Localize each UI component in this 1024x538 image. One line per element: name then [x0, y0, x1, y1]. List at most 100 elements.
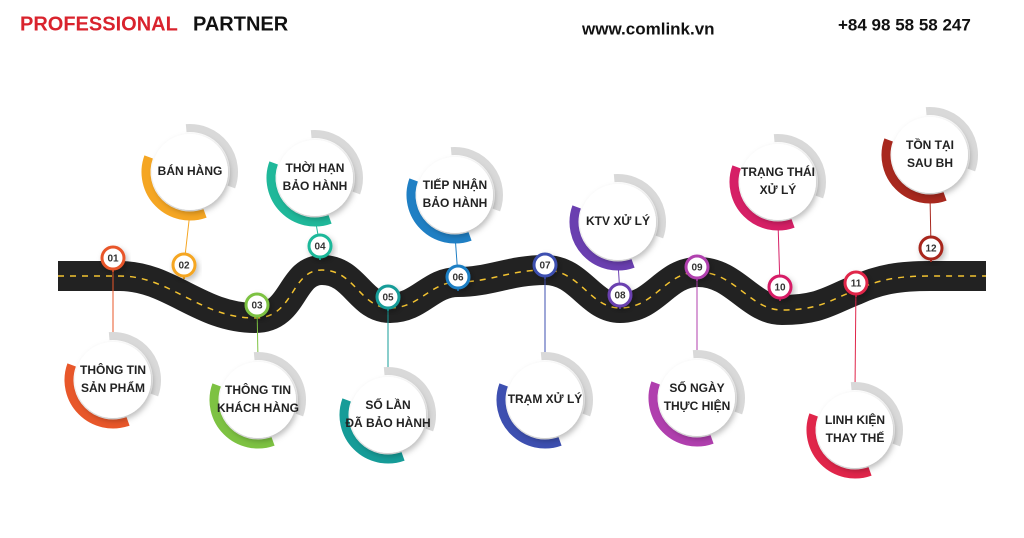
milestone: SỐ NGÀY THỰC HIỆN 09	[648, 254, 745, 447]
node-label: THÔNG TIN	[80, 362, 146, 377]
ring-grey	[108, 332, 161, 397]
milestone: KTV XỬ LÝ 08	[569, 174, 666, 309]
ring-grey	[850, 382, 903, 447]
ring-color	[141, 155, 207, 221]
pin-number: 05	[382, 293, 394, 304]
pin-number: 04	[314, 242, 326, 253]
ring-grey	[925, 107, 978, 172]
brand-red: PROFESSIONAL	[20, 13, 178, 35]
milestone: BÁN HÀNG 02	[141, 124, 238, 279]
node-label: SỐ NGÀY	[669, 380, 724, 395]
pin-number: 09	[691, 263, 703, 274]
node-circle	[507, 362, 583, 438]
pin-number: 06	[452, 273, 464, 284]
milestone: THỜI HẠN BẢO HÀNH 04	[266, 130, 363, 260]
node-label: BẢO HÀNH	[283, 178, 348, 193]
milestone: THÔNG TIN KHÁCH HÀNG 03	[209, 292, 306, 449]
pin-number: 10	[774, 283, 786, 294]
node-circle	[659, 360, 735, 436]
node-label: THỜI HẠN	[286, 160, 345, 175]
node-circle	[220, 362, 296, 438]
ring-color	[339, 398, 405, 464]
pin	[244, 292, 270, 318]
node-circle	[417, 157, 493, 233]
node-label: BẢO HÀNH	[423, 195, 488, 210]
milestone: THÔNG TIN SẢN PHẨM 01	[64, 245, 161, 429]
milestone: TRẠM XỬ LÝ 07	[496, 252, 593, 449]
pin-number: 07	[539, 261, 551, 272]
milestone: TỒN TẠI SAU BH 12	[881, 107, 978, 262]
node-label: TIẾP NHẬN	[423, 177, 487, 192]
milestone: TIẾP NHẬN BẢO HÀNH 06	[406, 147, 503, 291]
node-circle	[277, 140, 353, 216]
ring-grey	[613, 174, 666, 239]
pin	[767, 274, 793, 300]
node-label: SẢN PHẨM	[81, 380, 145, 395]
ring-grey	[450, 147, 503, 212]
website: www.comlink.vn	[581, 19, 715, 38]
node-label: THÔNG TIN	[225, 382, 291, 397]
pin	[684, 254, 710, 280]
pin	[918, 235, 944, 261]
node-label: TRẠM XỬ LÝ	[508, 391, 583, 406]
ring-color	[64, 363, 130, 429]
ring-color	[266, 161, 332, 227]
node-label: SAU BH	[907, 156, 953, 170]
node-circle	[817, 392, 893, 468]
node-label: KTV XỬ LÝ	[586, 213, 650, 228]
node-label: XỬ LÝ	[760, 182, 797, 197]
ring-color	[209, 383, 275, 449]
node-label: THAY THẾ	[826, 430, 885, 445]
connector	[854, 282, 857, 391]
road-line	[58, 269, 986, 319]
ring-color	[648, 381, 714, 447]
milestone: TRẠNG THÁI XỬ LÝ 10	[729, 134, 826, 301]
pin	[307, 233, 333, 259]
node-circle	[350, 377, 426, 453]
node-circle	[580, 184, 656, 260]
ring-grey	[253, 352, 306, 417]
pin	[375, 284, 401, 310]
node-label: LINH KIỆN	[825, 412, 885, 427]
node-circle	[892, 117, 968, 193]
ring-color	[806, 413, 872, 479]
ring-color	[569, 205, 635, 271]
ring-grey	[185, 124, 238, 189]
ring-color	[729, 165, 795, 231]
node-label: TRẠNG THÁI	[741, 164, 815, 179]
node-label: BÁN HÀNG	[158, 163, 223, 178]
node-label: TỒN TẠI	[906, 137, 954, 152]
pin-number: 12	[925, 244, 937, 255]
ring-grey	[383, 367, 436, 432]
pin	[843, 270, 869, 296]
phone: +84 98 58 58 247	[838, 15, 971, 34]
pin	[607, 282, 633, 308]
pin-number: 03	[251, 301, 263, 312]
pin-number: 01	[107, 254, 119, 265]
ring-grey	[692, 350, 745, 415]
pin-number: 11	[851, 279, 862, 290]
ring-color	[496, 383, 562, 449]
milestone: SỐ LẦN ĐÃ BẢO HÀNH 05	[339, 284, 436, 464]
pin-number: 02	[178, 261, 190, 272]
pin	[100, 245, 126, 271]
node-circle	[740, 144, 816, 220]
node-label: ĐÃ BẢO HÀNH	[345, 415, 430, 430]
milestone: LINH KIỆN THAY THẾ 11	[806, 270, 903, 479]
pin	[445, 264, 471, 290]
ring-grey	[310, 130, 363, 195]
ring-color	[881, 138, 947, 204]
node-circle	[152, 134, 228, 210]
node-label: SỐ LẦN	[365, 397, 410, 412]
node-label: THỰC HIỆN	[664, 398, 731, 413]
pin	[532, 252, 558, 278]
brand-black: PARTNER	[193, 13, 289, 35]
pin-number: 08	[614, 291, 626, 302]
node-label: KHÁCH HÀNG	[217, 400, 299, 415]
ring-color	[406, 178, 472, 244]
ring-grey	[540, 352, 593, 417]
pin	[171, 252, 197, 278]
ring-grey	[773, 134, 826, 199]
node-circle	[75, 342, 151, 418]
